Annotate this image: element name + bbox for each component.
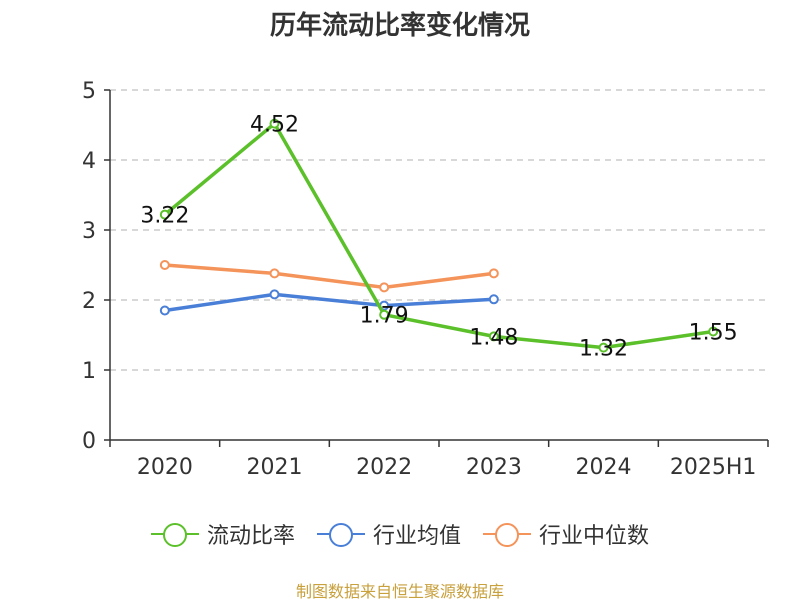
x-tick-label: 2021 <box>247 455 303 480</box>
series-point-1 <box>159 305 170 316</box>
data-label: 1.32 <box>579 337 628 362</box>
legend-label: 流动比率 <box>206 524 295 549</box>
data-label: 1.48 <box>469 325 518 350</box>
y-tick-label: 2 <box>82 289 96 314</box>
x-tick-label: 2025H1 <box>670 455 757 480</box>
y-tick-label: 4 <box>82 149 96 174</box>
series-layer <box>159 118 719 353</box>
data-label-layer: 3.22 4.52 1.79 1.48 1.32 1.55 <box>140 113 737 362</box>
series-line-2 <box>164 263 495 290</box>
legend: 流动比率 行业均值 行业中位数 <box>0 518 800 550</box>
legend-swatch <box>150 522 199 547</box>
y-tick-label: 0 <box>82 429 96 454</box>
data-label: 1.55 <box>689 321 738 346</box>
x-tick-label: 2024 <box>576 455 632 480</box>
data-label: 3.22 <box>140 204 189 229</box>
y-tick-label: 1 <box>82 359 96 384</box>
grid-layer <box>110 89 768 371</box>
series-point-0 <box>598 342 609 353</box>
series-point-0 <box>488 331 499 342</box>
y-tick-label: 5 <box>82 79 96 104</box>
series-point-0 <box>379 309 390 320</box>
series-point-2 <box>159 260 170 270</box>
y-tick-label: 3 <box>82 219 96 244</box>
series-point-1 <box>488 294 499 305</box>
data-label: 1.79 <box>360 304 409 329</box>
axis-layer: 0 1 2 3 4 5 2020 2021 2022 2023 2024 2025H1 <box>82 79 769 480</box>
series-point-2 <box>269 268 280 279</box>
series-point-0 <box>269 118 280 129</box>
x-tick-label: 2020 <box>137 455 193 480</box>
x-tick-label: 2023 <box>466 455 522 480</box>
legend-item[interactable]: 流动比率 <box>150 518 295 550</box>
legend-item[interactable]: 行业中位数 <box>483 518 649 550</box>
legend-swatch <box>316 522 365 547</box>
legend-swatch <box>483 522 531 547</box>
legend-label: 行业均值 <box>372 524 461 549</box>
series-point-2 <box>379 282 390 293</box>
source-note: 制图数据来自恒生聚源数据库 <box>295 582 504 601</box>
series-line-0 <box>163 121 714 350</box>
legend-label: 行业中位数 <box>539 524 650 549</box>
series-point-0 <box>708 326 719 337</box>
series-line-1 <box>164 292 494 313</box>
chart-title: 历年流动比率变化情况 <box>269 11 530 41</box>
data-label: 4.52 <box>250 113 299 138</box>
legend-item[interactable]: 行业均值 <box>316 518 461 550</box>
series-point-1 <box>269 289 280 300</box>
series-point-0 <box>159 209 170 220</box>
series-point-2 <box>488 268 499 279</box>
x-tick-label: 2022 <box>356 455 412 480</box>
